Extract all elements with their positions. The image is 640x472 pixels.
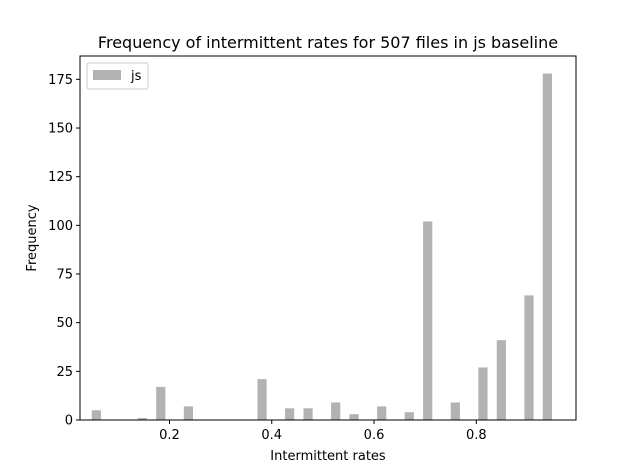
y-axis: 0 25 50 75 100 125 150 175 <box>48 73 80 429</box>
chart-title: Frequency of intermittent rates for 507 … <box>98 33 558 52</box>
y-tick-label: 100 <box>48 219 73 234</box>
y-tick-label: 150 <box>48 122 73 137</box>
x-tick-label: 0.4 <box>261 428 282 443</box>
legend-label-js: js <box>130 69 142 84</box>
x-tick-label: 0.6 <box>364 428 385 443</box>
bar-9 <box>377 406 387 420</box>
bar-4 <box>257 379 267 420</box>
y-tick-label: 175 <box>48 73 73 88</box>
bar-1 <box>137 418 147 420</box>
bar-13 <box>478 367 488 420</box>
bar-6 <box>303 408 313 420</box>
bar-10 <box>404 412 414 420</box>
x-tick-label: 0.8 <box>466 428 487 443</box>
bar-7 <box>331 402 341 420</box>
x-tick-label: 0.2 <box>159 428 180 443</box>
bar-0 <box>91 410 101 420</box>
y-tick-label: 75 <box>56 268 73 283</box>
y-tick-label: 25 <box>56 365 73 380</box>
y-tick-label: 0 <box>65 414 73 429</box>
bar-16 <box>542 73 552 421</box>
bar-5 <box>285 408 295 420</box>
legend: js <box>86 62 149 90</box>
bars <box>91 73 552 421</box>
bar-8 <box>349 414 359 420</box>
x-axis: 0.2 0.4 0.6 0.8 <box>159 420 487 443</box>
bar-15 <box>524 295 534 420</box>
bar-3 <box>183 406 193 420</box>
y-tick-label: 125 <box>48 170 73 185</box>
bar-12 <box>450 402 460 420</box>
x-axis-label: Intermittent rates <box>270 449 386 464</box>
y-axis-label: Frequency <box>25 204 40 271</box>
bar-14 <box>496 340 506 420</box>
legend-swatch-js <box>93 70 121 80</box>
plot-area-frame <box>79 55 577 421</box>
bar-2 <box>156 386 166 420</box>
bar-11 <box>423 221 433 420</box>
y-tick-label: 50 <box>56 316 73 331</box>
